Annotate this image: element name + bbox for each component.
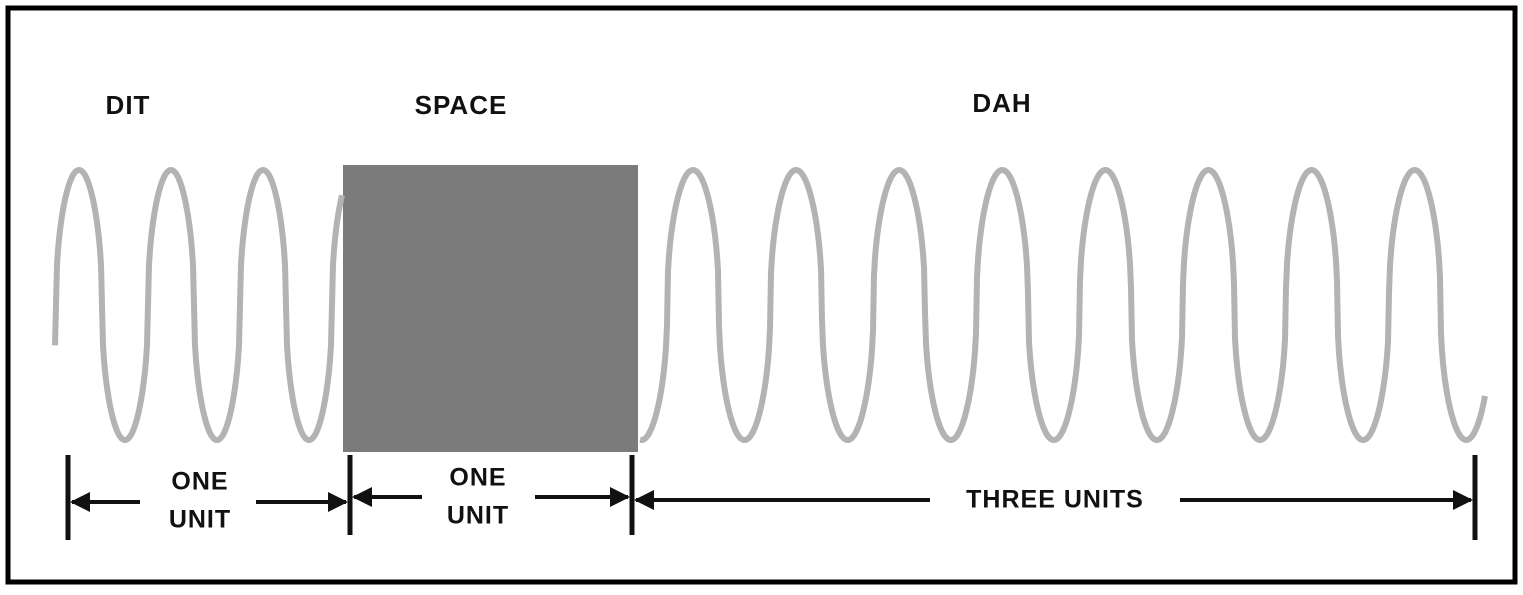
dimension-ticks	[65, 455, 1478, 540]
dit-waveform	[52, 167, 345, 443]
dit-label: DIT	[106, 90, 151, 120]
space-duration-line1: ONE	[449, 464, 506, 492]
space-label: SPACE	[415, 90, 508, 120]
space-duration-line2: UNIT	[447, 502, 509, 530]
dit-duration-line2: UNIT	[169, 506, 231, 534]
frame	[5, 5, 1518, 585]
dimension-arrows	[70, 487, 1473, 512]
dah-label: DAH	[972, 88, 1031, 118]
dah-waveform	[638, 167, 1488, 443]
dah-duration: THREE UNITS	[966, 486, 1144, 514]
dit-duration-line1: ONE	[171, 468, 228, 496]
space-block	[343, 165, 638, 452]
